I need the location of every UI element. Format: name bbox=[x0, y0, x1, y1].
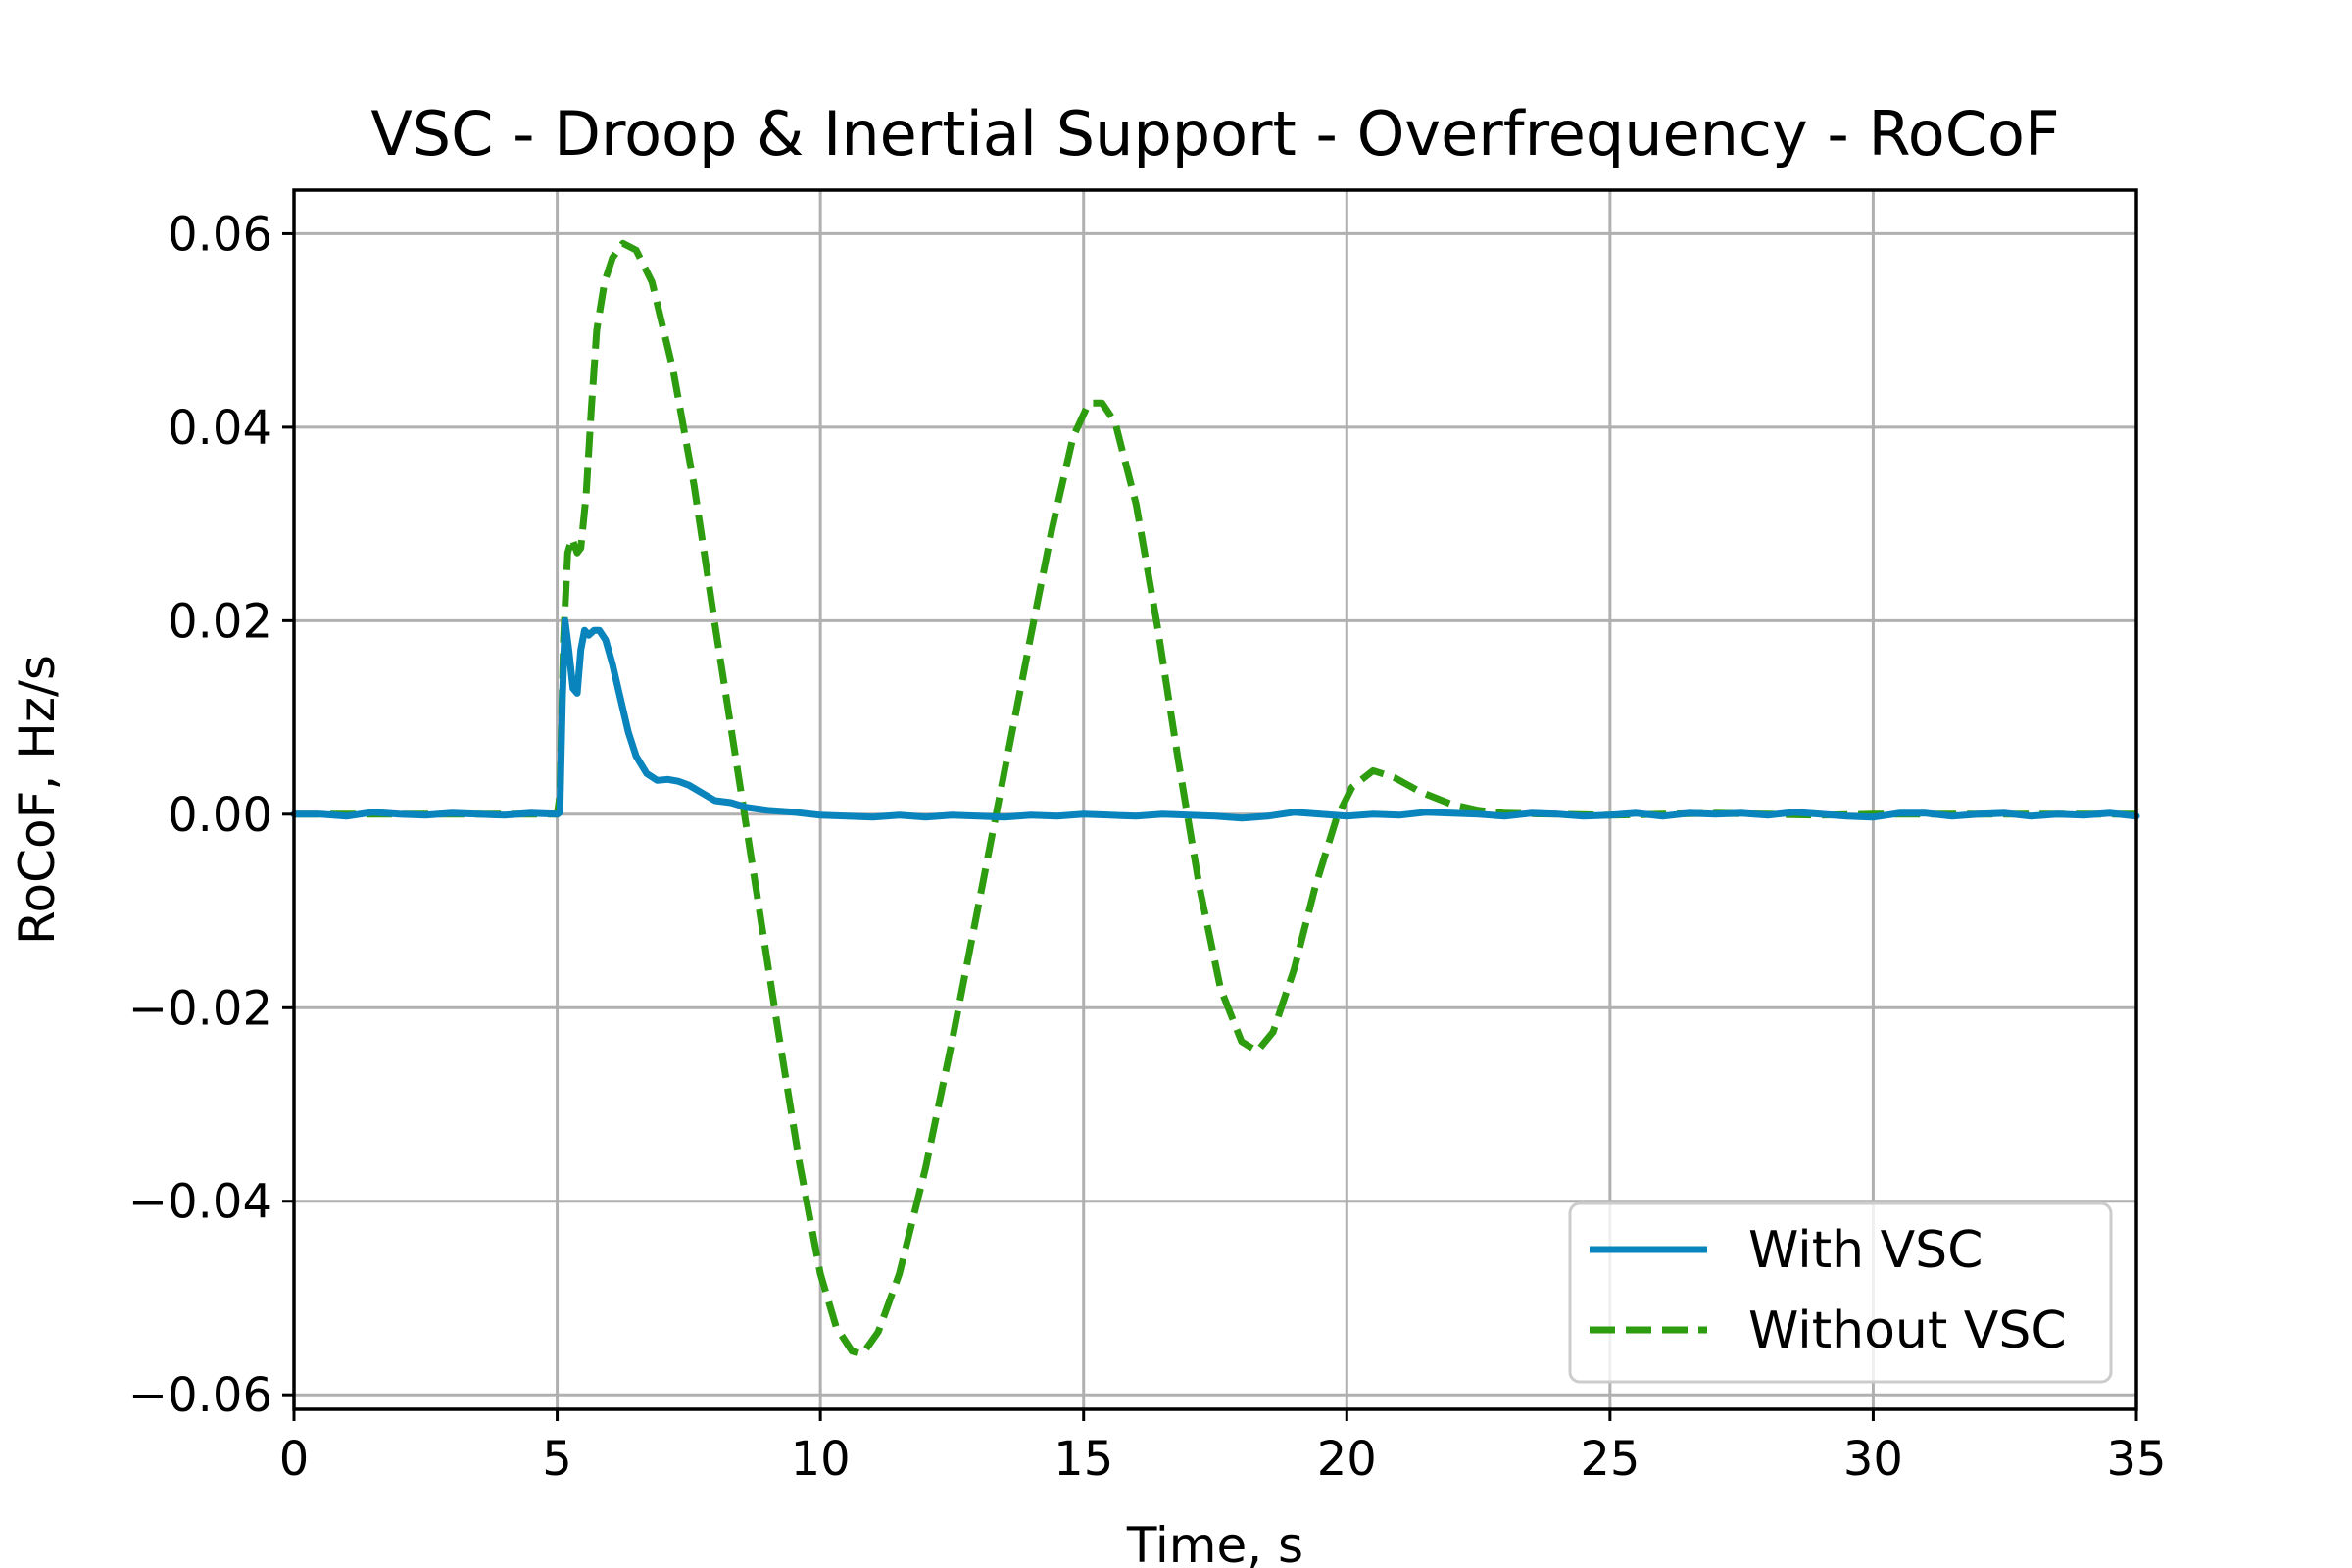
x-axis-label: Time, s bbox=[1126, 1517, 1303, 1568]
x-tick-label: 35 bbox=[2106, 1432, 2166, 1487]
legend: With VSC Without VSC bbox=[1568, 1201, 2113, 1384]
x-axis-ticks: 0 5 10 15 20 25 30 35 bbox=[279, 1409, 2167, 1487]
y-axis-label: RoCoF, Hz/s bbox=[9, 655, 66, 945]
y-tick-label: −0.04 bbox=[128, 1175, 272, 1230]
x-tick-label: 25 bbox=[1580, 1432, 1640, 1487]
x-tick-label: 30 bbox=[1843, 1432, 1903, 1487]
x-tick-label: 5 bbox=[542, 1432, 572, 1487]
y-tick-label: −0.02 bbox=[128, 981, 272, 1036]
y-tick-label: −0.06 bbox=[128, 1368, 272, 1423]
x-tick-label: 10 bbox=[791, 1432, 851, 1487]
y-tick-label: 0.04 bbox=[168, 401, 272, 456]
series-line-with-vsc bbox=[290, 616, 2140, 822]
y-tick-label: 0.00 bbox=[168, 788, 272, 843]
plot-frame bbox=[292, 188, 2138, 1411]
plot-series bbox=[290, 239, 2140, 1358]
y-axis-ticks: 0.06 0.04 0.02 0.00 −0.02 −0.04 −0.06 bbox=[128, 207, 294, 1423]
legend-label-without-vsc: Without VSC bbox=[1748, 1301, 2067, 1360]
legend-label-with-vsc: With VSC bbox=[1748, 1221, 1983, 1280]
y-tick-label: 0.06 bbox=[168, 207, 272, 262]
chart-title: VSC - Droop & Inertial Support - Overfre… bbox=[370, 98, 2059, 170]
x-tick-label: 0 bbox=[279, 1432, 310, 1487]
x-tick-label: 15 bbox=[1054, 1432, 1113, 1487]
y-tick-label: 0.02 bbox=[168, 594, 272, 649]
x-tick-label: 20 bbox=[1317, 1432, 1377, 1487]
